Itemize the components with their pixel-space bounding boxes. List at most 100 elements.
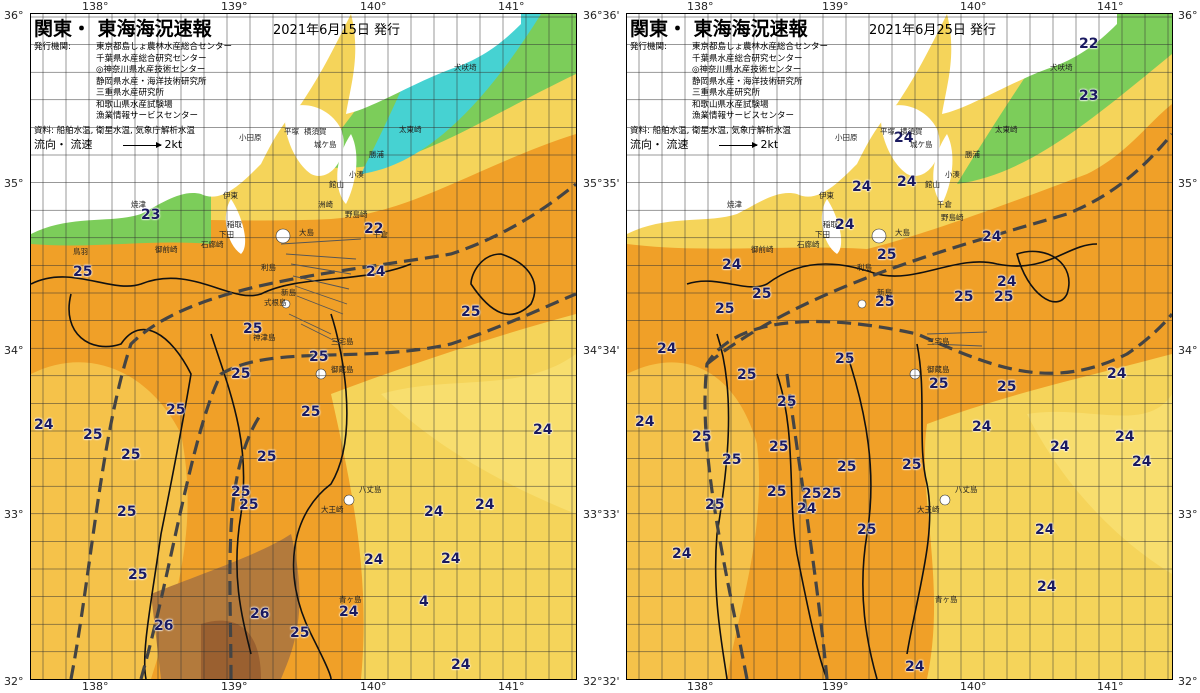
isotherm-label: 25 bbox=[128, 567, 148, 583]
place-label: 御前崎 bbox=[155, 245, 178, 254]
flow-legend-value: 2kt bbox=[760, 138, 779, 151]
isotherm-label: 25 bbox=[243, 321, 263, 337]
isotherm-label: 24 bbox=[657, 341, 677, 357]
isotherm-label: 25 bbox=[954, 289, 974, 305]
place-label: 御蔵島 bbox=[927, 365, 950, 374]
place-label: 御蔵島 bbox=[331, 365, 354, 374]
isotherm-label: 25 bbox=[461, 304, 481, 320]
place-label: 焼津 bbox=[727, 200, 742, 209]
isotherm-label: 24 bbox=[635, 414, 655, 430]
longitude-label: 138° bbox=[82, 680, 109, 693]
longitude-label: 141° bbox=[498, 680, 525, 693]
place-label: 三宅島 bbox=[331, 337, 354, 346]
isotherm-label: 24 bbox=[1050, 439, 1070, 455]
place-label: 式根島 bbox=[264, 298, 287, 307]
isotherm-label: 24 bbox=[797, 501, 817, 517]
isotherm-label: 24 bbox=[1132, 454, 1152, 470]
place-label: 石廊崎 bbox=[201, 240, 224, 249]
flow-legend-label: 流向・ 流速 bbox=[34, 138, 93, 151]
map-graphic-right bbox=[627, 14, 1172, 679]
isotherm-label: 25 bbox=[902, 457, 922, 473]
place-label: 神津島 bbox=[253, 333, 276, 342]
isotherm-label: 24 bbox=[672, 546, 692, 562]
place-label: 三宅島 bbox=[927, 337, 950, 346]
place-label: 太東崎 bbox=[399, 125, 422, 134]
isotherm-label: 24 bbox=[997, 274, 1017, 290]
isotherm-label: 24 bbox=[533, 422, 553, 438]
flow-legend-value: 2kt bbox=[164, 138, 183, 151]
isotherm-label: 25 bbox=[239, 497, 259, 513]
isotherm-label: 24 bbox=[424, 504, 444, 520]
issuer-item: 和歌山県水産試験場 bbox=[692, 99, 769, 110]
isotherm-label: 24 bbox=[441, 551, 461, 567]
latitude-label: 36° bbox=[1178, 9, 1198, 22]
place-label: 八丈島 bbox=[955, 485, 978, 494]
longitude-label: 138° bbox=[687, 680, 714, 693]
longitude-label: 140° bbox=[960, 0, 987, 13]
isotherm-label: 24 bbox=[1037, 579, 1057, 595]
latitude-label: 36° bbox=[4, 9, 24, 22]
place-label: 平塚 bbox=[284, 127, 299, 136]
place-label: 横須賀 bbox=[304, 127, 327, 136]
isotherm-label: 24 bbox=[339, 604, 359, 620]
map-title: 関東・ 東海海況速報 bbox=[34, 18, 212, 40]
isotherm-label: 25 bbox=[997, 379, 1017, 395]
place-label: 鳥羽 bbox=[73, 247, 88, 256]
place-label: 小田原 bbox=[835, 133, 858, 142]
flow-legend: 流向・ 流速 2kt bbox=[630, 136, 778, 152]
place-label: 新島 bbox=[281, 288, 296, 297]
isotherm-label: 25 bbox=[837, 459, 857, 475]
longitude-label: 141° bbox=[498, 0, 525, 13]
isotherm-label: 24 bbox=[972, 419, 992, 435]
issuer-item: 東京都島しょ農林水産総合センター bbox=[96, 42, 233, 52]
longitude-label: 141° bbox=[1097, 680, 1124, 693]
isotherm-label: 25 bbox=[692, 429, 712, 445]
isotherm-label: 22 bbox=[364, 221, 384, 237]
data-sources: 資料: 船舶水温, 衛星水温, 気象庁解析水温 bbox=[34, 126, 195, 136]
isotherm-label: 24 bbox=[1115, 429, 1135, 445]
isotherm-label: 24 bbox=[1035, 522, 1055, 538]
isotherm-label: 25 bbox=[877, 247, 897, 263]
longitude-label: 139° bbox=[822, 680, 849, 693]
place-label: 伊東 bbox=[819, 191, 834, 200]
sst-map-right: 関東・ 東海海況速報 2021年6月25日 発行 発行機関: 東京都島しょ農林水産… bbox=[626, 13, 1173, 680]
place-label: 犬吠埼 bbox=[454, 63, 477, 72]
issuer-item: ◎神奈川県水産技術センター bbox=[692, 65, 802, 75]
latitude-label: 33° bbox=[4, 508, 24, 521]
isotherm-label: 25 bbox=[752, 286, 772, 302]
isotherm-label: 22 bbox=[1079, 36, 1099, 52]
place-label: 横須賀 bbox=[900, 127, 923, 136]
issuer-list: 発行機関: 東京都島しょ農林水産総合センター 千葉県水産総合研究センター ◎神奈川… bbox=[34, 42, 232, 123]
place-label: 小湊 bbox=[945, 170, 960, 179]
place-label: 焼津 bbox=[131, 200, 146, 209]
latitude-label: 35° bbox=[1178, 177, 1198, 190]
issuer-item: 千葉県水産総合研究センター bbox=[96, 53, 207, 64]
issuer-item: 東京都島しょ農林水産総合センター bbox=[692, 42, 829, 52]
issuer-item: 和歌山県水産試験場 bbox=[96, 99, 173, 110]
issuer-item: 静岡県水産・海洋技術研究所 bbox=[96, 76, 207, 87]
place-label: 青ヶ島 bbox=[339, 595, 362, 604]
issuer-item: ◎神奈川県水産技術センター bbox=[96, 65, 206, 75]
place-label: 勝浦 bbox=[965, 150, 980, 159]
place-label: 大島 bbox=[299, 228, 314, 237]
isotherm-label: 25 bbox=[722, 452, 742, 468]
isotherm-label: 25 bbox=[290, 625, 310, 641]
latitude-label: 35° bbox=[4, 177, 24, 190]
place-label: 館山 bbox=[329, 180, 344, 189]
isotherm-label: 25 bbox=[875, 294, 895, 310]
issuer-item: 千葉県水産総合研究センター bbox=[692, 53, 803, 64]
place-label: 大王崎 bbox=[321, 505, 344, 514]
place-label: 犬吠埼 bbox=[1050, 63, 1073, 72]
place-label: 城ケ島 bbox=[314, 140, 337, 149]
issuer-item: 漁業情報サービスセンター bbox=[96, 111, 199, 121]
latitude-label: 32° bbox=[4, 675, 24, 688]
latitude-label: 34° bbox=[1178, 344, 1198, 357]
place-label: 洲崎 bbox=[318, 200, 333, 209]
isotherm-label: 25 bbox=[994, 289, 1014, 305]
sst-map-left: 関東・ 東海海況速報 2021年6月15日 発行 発行機関: 東京都島しょ農林水産… bbox=[30, 13, 577, 680]
place-label: 小田原 bbox=[239, 133, 262, 142]
place-label: 平塚 bbox=[880, 127, 895, 136]
place-label: 利島 bbox=[261, 263, 276, 272]
isotherm-label: 24 bbox=[897, 174, 917, 190]
isotherm-label: 25 bbox=[929, 376, 949, 392]
